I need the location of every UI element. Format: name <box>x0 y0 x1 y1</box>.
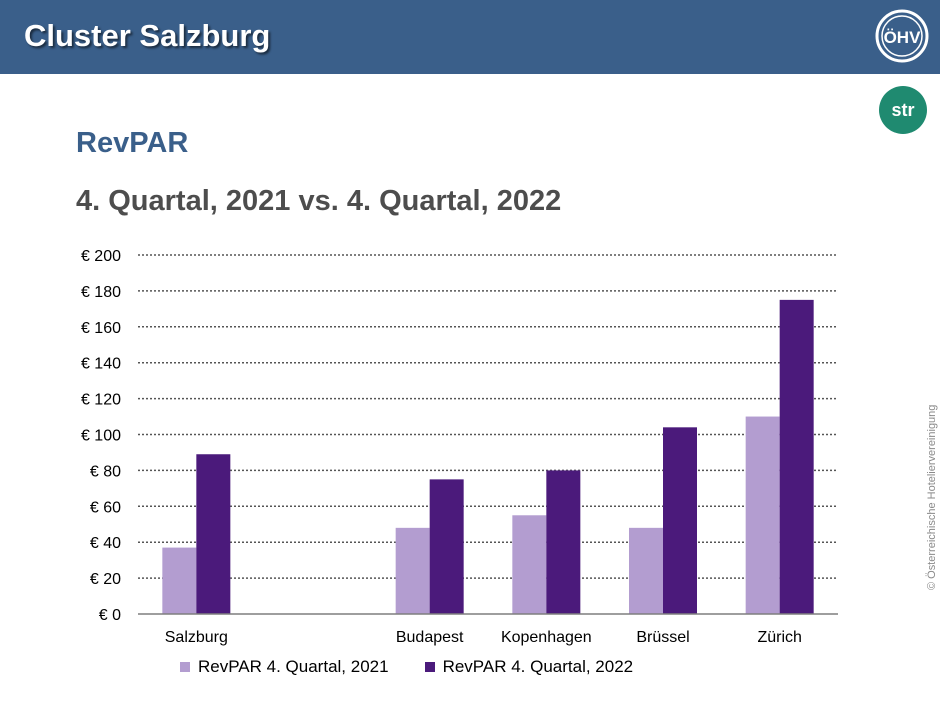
bar <box>395 527 430 614</box>
y-tick-label: € 40 <box>90 535 121 552</box>
y-tick-label: € 60 <box>90 499 121 516</box>
y-tick-label: € 100 <box>81 428 121 445</box>
y-tick-label: € 120 <box>81 392 121 409</box>
legend-swatch <box>424 662 435 672</box>
x-tick-label: Brüssel <box>636 629 689 646</box>
y-tick-label: € 180 <box>81 284 121 301</box>
x-tick-label: Salzburg <box>165 629 228 646</box>
y-tick-label: € 80 <box>90 463 121 480</box>
y-tick-label: € 0 <box>99 607 121 624</box>
bar <box>663 427 697 614</box>
legend-item: RevPAR 4. Quartal, 2022 <box>424 657 634 677</box>
bar <box>745 416 780 614</box>
bar <box>512 515 547 614</box>
legend-swatch <box>180 662 190 672</box>
chart-legend: RevPAR 4. Quartal, 2021 RevPAR 4. Quartal… <box>180 657 669 677</box>
page-title: Cluster Salzburg <box>24 18 271 53</box>
bar <box>429 479 464 614</box>
y-tick-label: € 140 <box>81 356 121 373</box>
str-logo-text: str <box>891 100 914 120</box>
ohv-logo-icon: ÖHV <box>875 9 929 63</box>
y-tick-label: € 20 <box>90 571 121 588</box>
y-tick-label: € 160 <box>81 320 121 337</box>
legend-label: RevPAR 4. Quartal, 2022 <box>442 657 634 676</box>
revpar-bar-chart: € 0 € 20 € 40 € 60 € 80 € 100 € 120 € 140 € 160 €… <box>81 248 838 646</box>
header-bar: Cluster Salzburg ÖHV <box>0 0 940 74</box>
x-tick-label: Budapest <box>396 629 464 646</box>
bar <box>629 527 663 614</box>
x-tick-label: Zürich <box>757 629 801 646</box>
str-logo-icon: str <box>879 86 927 134</box>
chart-period: 4. Quartal, 2021 vs. 4. Quartal, 2022 <box>76 185 562 217</box>
bar <box>196 454 231 614</box>
bar <box>779 299 814 614</box>
legend-label: RevPAR 4. Quartal, 2021 <box>198 657 389 676</box>
chart-subtitle: RevPAR <box>76 127 189 159</box>
bar <box>546 470 581 614</box>
y-tick-label: € 200 <box>81 248 121 265</box>
copyright-note: © Österreichische Hoteliervereinigung <box>926 404 938 590</box>
ohv-logo-text: ÖHV <box>884 28 922 47</box>
legend-item: RevPAR 4. Quartal, 2021 <box>180 657 389 677</box>
bar <box>162 547 197 614</box>
x-tick-label: Kopenhagen <box>501 629 592 646</box>
